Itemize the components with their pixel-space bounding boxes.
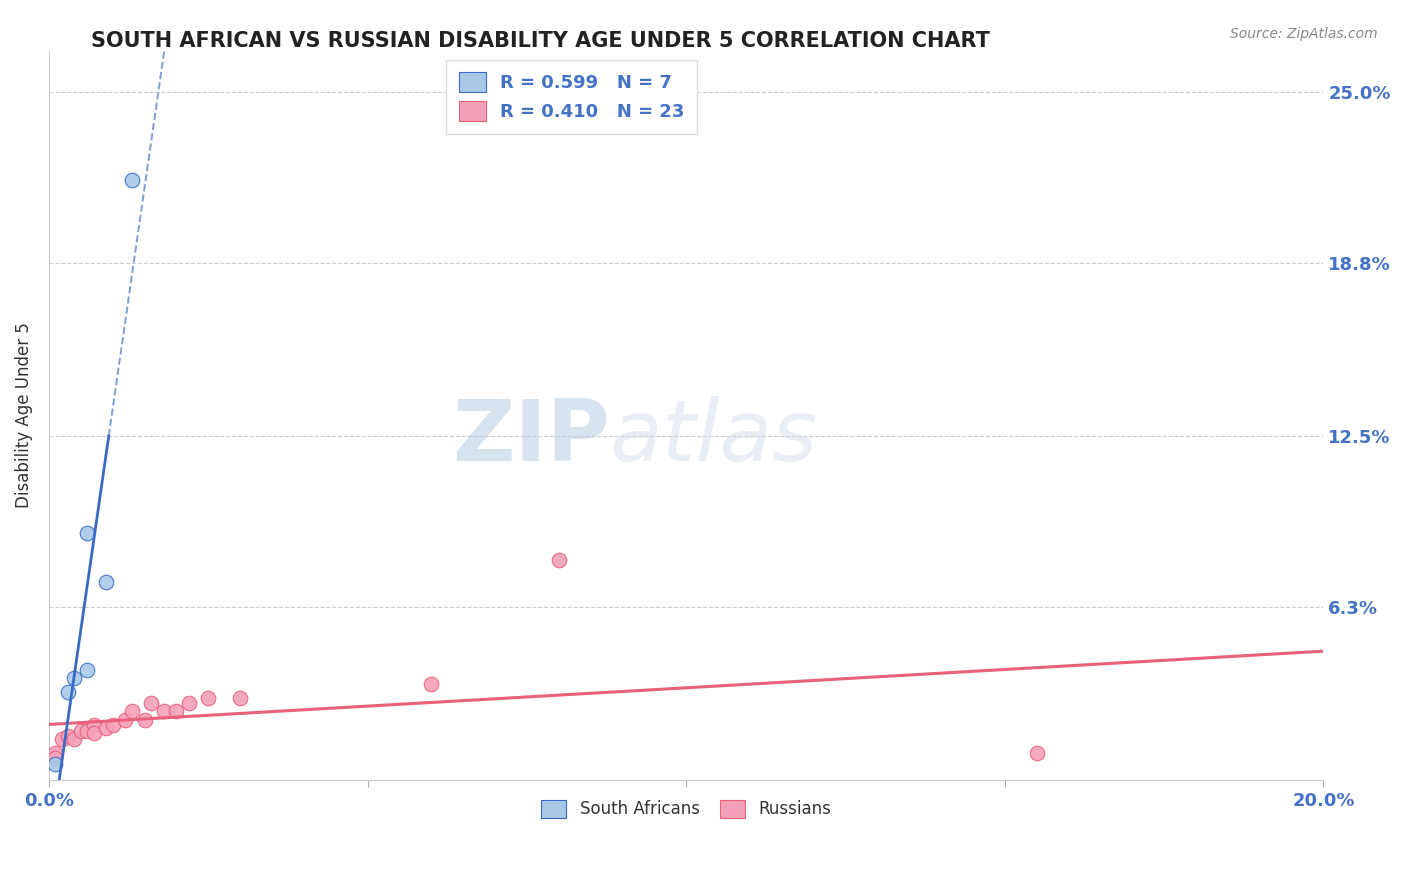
Point [114,713,136,727]
Point [76,525,98,540]
Text: atlas: atlas [610,396,818,479]
Point [51,731,73,746]
Point [63,672,86,686]
Point [56,685,79,699]
Point [63,731,86,746]
Point [69,723,91,738]
Point [56,729,79,743]
Point [179,696,201,710]
Point [44,756,66,771]
Point [96,721,118,735]
Point [139,696,162,710]
Point [165,705,187,719]
Point [420,677,443,691]
Text: Source: ZipAtlas.com: Source: ZipAtlas.com [1230,27,1378,41]
Legend: South Africans, Russians: South Africans, Russians [533,791,839,827]
Point [229,690,252,705]
Point [44,746,66,760]
Text: SOUTH AFRICAN VS RUSSIAN DISABILITY AGE UNDER 5 CORRELATION CHART: SOUTH AFRICAN VS RUSSIAN DISABILITY AGE … [91,31,990,51]
Y-axis label: Disability Age Under 5: Disability Age Under 5 [15,323,32,508]
Point [83,718,105,732]
Point [152,705,174,719]
Point [1025,746,1047,760]
Point [547,553,569,567]
Point [76,723,98,738]
Point [83,726,105,740]
Point [44,751,66,765]
Point [121,173,143,187]
Point [96,575,118,590]
Text: ZIP: ZIP [451,396,610,479]
Point [101,718,124,732]
Point [121,705,143,719]
Point [76,663,98,677]
Point [134,713,156,727]
Point [197,690,219,705]
